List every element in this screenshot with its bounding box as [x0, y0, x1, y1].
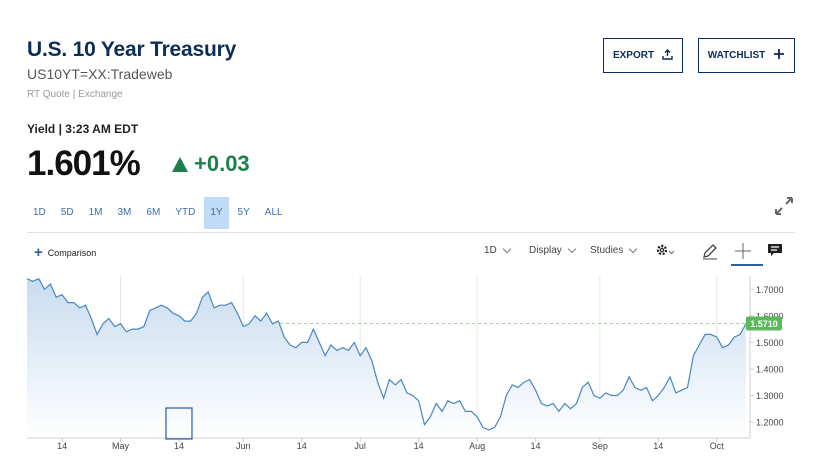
y-tick-label: 1.3000 [756, 391, 784, 401]
studies-label: Studies [590, 245, 624, 256]
yield-timestamp: Yield | 3:23 AM EDT [27, 122, 139, 136]
studies-dropdown[interactable]: Studies [590, 244, 638, 256]
x-tick-label: 14 [414, 441, 424, 451]
range-all[interactable]: ALL [264, 207, 283, 218]
export-label: EXPORT [612, 50, 655, 61]
plus-icon [773, 48, 785, 63]
range-6m[interactable]: 6M [146, 207, 161, 218]
expand-icon[interactable] [773, 195, 795, 217]
display-dropdown[interactable]: Display [529, 244, 577, 256]
x-tick-label: 14 [531, 441, 541, 451]
current-value-badge [746, 316, 782, 331]
chevron-down-icon [502, 244, 512, 254]
page-title: U.S. 10 Year Treasury [27, 38, 237, 61]
crosshair-active-indicator [731, 264, 763, 266]
plus-icon: + [34, 244, 43, 261]
x-tick-label: 14 [297, 441, 307, 451]
up-arrow-icon [172, 156, 188, 172]
y-tick-label: 1.2000 [756, 418, 784, 428]
price-value: 1.601% [27, 144, 141, 183]
symbol-label: US10YT=XX:Tradeweb [27, 66, 173, 82]
price-change: +0.03 [172, 151, 250, 177]
x-tick-label: Oct [710, 441, 725, 451]
hover-marker [165, 407, 193, 440]
settings-button[interactable] [655, 241, 675, 261]
chevron-down-icon [629, 244, 638, 254]
range-3m[interactable]: 3M [117, 207, 132, 218]
x-tick-label: May [112, 441, 130, 451]
range-5y[interactable]: 5Y [237, 207, 250, 218]
interval-dropdown[interactable]: 1D [484, 244, 512, 256]
series-line [26, 277, 747, 431]
price-chart[interactable]: 1.2000 1.3000 1.4000 1.5000 1.6000 1.7000 14 Ma… [0, 270, 815, 468]
gear-icon [656, 244, 675, 256]
watchlist-label: WATCHLIST [707, 50, 766, 61]
y-tick-label: 1.7000 [756, 285, 784, 295]
y-tick-label: 1.5000 [756, 338, 784, 348]
x-tick-label: Aug [469, 441, 485, 451]
divider [27, 232, 795, 233]
watchlist-button[interactable]: WATCHLIST [698, 38, 795, 73]
draw-button[interactable] [700, 241, 720, 261]
x-tick-label: Jun [236, 441, 251, 451]
range-ytd[interactable]: YTD [175, 207, 196, 218]
range-1y[interactable]: 1Y [204, 197, 229, 229]
pencil-icon [703, 244, 717, 260]
quote-source: RT Quote | Exchange [27, 89, 123, 100]
series-area [27, 278, 746, 438]
interval-label: 1D [484, 245, 497, 256]
range-1m[interactable]: 1M [88, 207, 103, 218]
export-button[interactable]: EXPORT [603, 38, 683, 73]
x-tick-label: 14 [174, 441, 184, 451]
range-selector: 1D 5D 1M 3M 6M YTD 1Y 5Y ALL [27, 197, 292, 229]
x-tick-label: Sep [592, 441, 608, 451]
chevron-down-icon [567, 244, 577, 254]
range-1d[interactable]: 1D [33, 207, 46, 218]
x-tick-label: 14 [653, 441, 663, 451]
comparison-button[interactable]: + Comparison [34, 244, 97, 261]
comparison-label: Comparison [47, 248, 97, 258]
crosshair-icon [735, 243, 751, 259]
upload-icon [662, 48, 673, 63]
change-value: +0.03 [194, 151, 250, 176]
display-label: Display [529, 245, 562, 256]
current-value-label: 1.5710 [750, 319, 778, 329]
x-tick-label: Jul [354, 441, 366, 451]
range-5d[interactable]: 5D [60, 207, 74, 218]
comment-button[interactable] [766, 241, 786, 261]
x-tick-label: 14 [57, 441, 67, 451]
comment-icon [768, 244, 782, 256]
y-tick-label: 1.6000 [756, 311, 784, 321]
crosshair-button[interactable] [733, 241, 753, 261]
y-tick-label: 1.4000 [756, 364, 784, 374]
